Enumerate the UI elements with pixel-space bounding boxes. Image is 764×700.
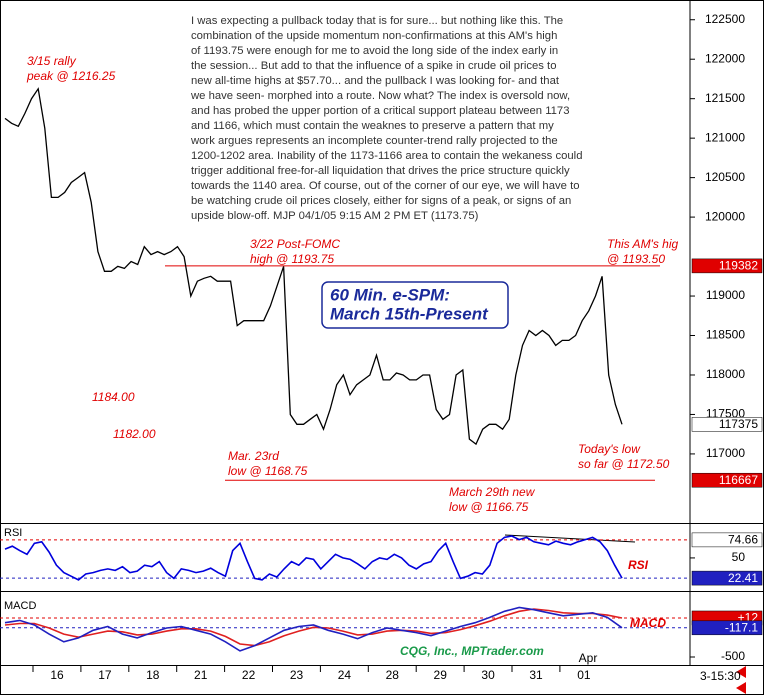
- x-tick-label: 18: [146, 668, 160, 682]
- value-badge-label: 116667: [719, 473, 758, 487]
- note-line: 1200-1202 area. Inability of the 1173-11…: [191, 150, 582, 162]
- note-line: I was expecting a pullback today that is…: [191, 15, 563, 27]
- y-tick-label: 122000: [705, 51, 745, 65]
- month-label: Apr: [579, 651, 598, 665]
- box-title: March 15th-Present: [330, 304, 489, 323]
- note-line: upside blow-off. MJP 04/1/05 9:15 AM 2 P…: [191, 210, 479, 222]
- series-line: [4, 606, 623, 652]
- panel-label: RSI: [628, 558, 649, 572]
- x-tick-label: 22: [242, 668, 256, 682]
- panel-title: RSI: [4, 527, 22, 539]
- note-line: of 1193.75 were enough for me to avoid t…: [191, 45, 558, 57]
- note-line: and 1166, which must contain the weaknes…: [191, 120, 554, 132]
- y-tick-label: 118500: [706, 328, 745, 342]
- credit: CQG, Inc., MPTrader.com: [400, 644, 544, 658]
- annotation: low @ 1168.75: [228, 464, 308, 478]
- value-badge: [691, 620, 763, 636]
- x-tick-label: 17: [98, 668, 112, 682]
- value-badge: [691, 417, 763, 432]
- title-box: [321, 281, 509, 329]
- y-tick-label: 50: [732, 550, 746, 564]
- x-tick-label: 23: [290, 668, 304, 682]
- x-tick-label: 28: [386, 668, 400, 682]
- series-line: [4, 535, 623, 581]
- value-badge-label: 117375: [719, 417, 758, 431]
- x-tick-label: 21: [194, 668, 208, 682]
- series-line: [4, 87, 623, 446]
- note-line: and has probed the upper portion of a cr…: [191, 105, 570, 117]
- y-tick-label: 117000: [706, 446, 745, 460]
- note-line: towards the 1140 area. Of course, out of…: [191, 180, 580, 192]
- annotation: peak @ 1216.25: [26, 69, 116, 83]
- note-line: new all-time highs at $57.70... and the …: [191, 75, 560, 87]
- y-tick-label: 119000: [706, 288, 745, 302]
- note-line: the session... But add to that the influ…: [191, 60, 556, 72]
- note-line: we have seen- morphed into a route. Now …: [190, 90, 570, 102]
- y-tick-label: 121500: [705, 91, 745, 105]
- annotation: 3/15 rally: [27, 54, 77, 68]
- annotation: Today's low: [578, 442, 641, 456]
- note-line: be watching crude oil prices closely, ei…: [191, 195, 571, 207]
- series-line: [4, 608, 623, 647]
- panel-title: MACD: [4, 600, 36, 612]
- annotation: 1182.00: [113, 427, 156, 441]
- value-badge-label: 119382: [719, 259, 758, 273]
- value-badge-label: 74.66: [728, 533, 758, 547]
- annotation: low @ 1166.75: [449, 500, 529, 514]
- x-tick-label: 30: [481, 668, 495, 682]
- value-badge-label: -117.1: [725, 620, 758, 634]
- annotation: 3/22 Post-FOMC: [250, 237, 340, 251]
- box-title: 60 Min. e-SPM:: [330, 285, 450, 304]
- note-line: combination of the upside momentum non-c…: [191, 30, 557, 42]
- annotation: high @ 1193.75: [250, 252, 334, 266]
- y-tick-label: -500: [721, 649, 745, 663]
- y-tick-label: 120500: [705, 170, 745, 184]
- annotation: March 29th new: [449, 485, 536, 499]
- annotation: Mar. 23rd: [228, 449, 279, 463]
- value-badge: [691, 472, 763, 488]
- time-label: 3-15:30: [700, 669, 741, 683]
- value-badge: [691, 532, 763, 548]
- value-badge: [691, 258, 763, 274]
- note-line: work argues represents an incomplete cou…: [190, 135, 558, 147]
- x-tick-label: 31: [529, 668, 543, 682]
- annotation: so far @ 1172.50: [578, 457, 670, 471]
- note-line: trigger additional free-for-all liquidat…: [191, 165, 570, 177]
- x-tick-label: 29: [434, 668, 448, 682]
- trend-line: [504, 534, 636, 543]
- x-tick-label: 24: [338, 668, 352, 682]
- scroll-arrows: [736, 666, 746, 694]
- y-tick-label: 121000: [705, 130, 745, 144]
- annotation: @ 1193.50: [607, 252, 665, 266]
- y-tick-label: 118000: [706, 367, 745, 381]
- x-tick-label: 16: [50, 668, 64, 682]
- panel-label: MACD: [630, 616, 666, 630]
- x-tick-label: 01: [577, 668, 591, 682]
- annotation: This AM's hig: [607, 237, 679, 251]
- value-badge: [691, 570, 763, 586]
- annotation: 1184.00: [92, 390, 135, 404]
- y-tick-label: 122500: [705, 12, 745, 26]
- y-tick-label: 120000: [705, 209, 745, 223]
- value-badge-label: 22.41: [728, 571, 758, 585]
